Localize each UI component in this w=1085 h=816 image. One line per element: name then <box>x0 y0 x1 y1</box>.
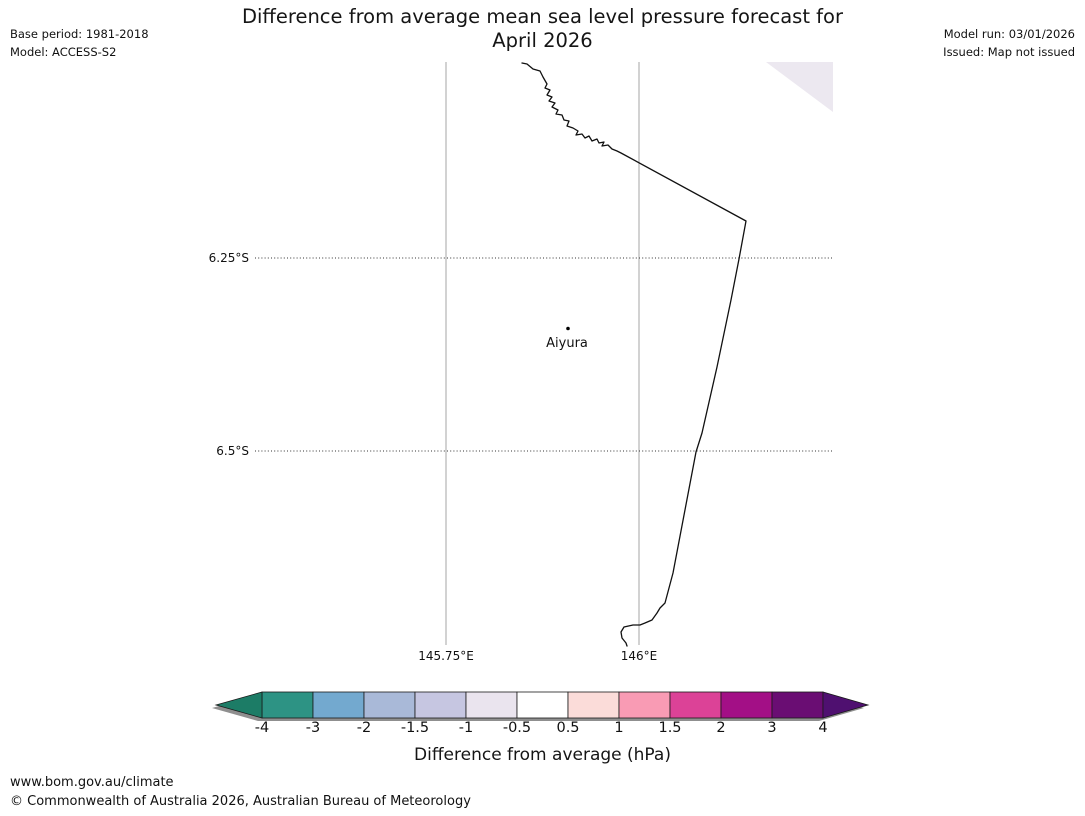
run-info-left: Base period: 1981-2018 Model: ACCESS-S2 <box>10 26 149 61</box>
colorbar-segment <box>669 691 722 719</box>
colorbar-segment <box>414 691 467 719</box>
page-title: Difference from average mean sea level p… <box>0 5 1085 53</box>
colorbar-segment <box>720 691 773 719</box>
latitude-label: 6.25°S <box>208 251 249 265</box>
colorbar-tick-label: 4 <box>818 720 828 736</box>
colorbar-tick-label: -2 <box>356 720 372 736</box>
colorbar-tick-label: 1 <box>614 720 624 736</box>
model-run-text: Model run: 03/01/2026 <box>943 27 1075 41</box>
run-info-right: Model run: 03/01/2026 Issued: Map not is… <box>943 26 1075 61</box>
colorbar-segment <box>618 691 671 719</box>
colorbar <box>212 691 870 721</box>
colorbar-tick-label: -3 <box>305 720 321 736</box>
colorbar-segment <box>465 691 518 719</box>
colorbar-tick-label: -0.5 <box>502 720 532 736</box>
base-period-text: Base period: 1981-2018 <box>10 27 149 41</box>
colorbar-segment <box>363 691 416 719</box>
colorbar-segment <box>312 691 365 719</box>
footer-url: www.bom.gov.au/climate <box>10 775 174 790</box>
map-gridlines <box>255 62 833 645</box>
coastline <box>521 62 747 647</box>
issued-text: Issued: Map not issued <box>943 44 1075 59</box>
station-label: Aiyura <box>546 336 588 351</box>
colorbar-tick-label: -1.5 <box>400 720 430 736</box>
colorbar-tick-label: 1.5 <box>658 720 682 736</box>
station-marker-dot <box>566 326 570 331</box>
longitude-label: 146°E <box>620 649 658 663</box>
colorbar-caption: Difference from average (hPa) <box>414 745 671 765</box>
colorbar-over-arrow <box>822 691 870 719</box>
shaded-anomaly-region <box>766 62 833 112</box>
colorbar-tick-label: 0.5 <box>556 720 580 736</box>
colorbar-segment <box>516 691 569 719</box>
colorbar-tick-label: 2 <box>716 720 726 736</box>
colorbar-segment <box>567 691 620 719</box>
model-text: Model: ACCESS-S2 <box>10 44 117 59</box>
colorbar-segment <box>261 691 314 719</box>
colorbar-tick-label: -1 <box>458 720 474 736</box>
title-line-1: Difference from average mean sea level p… <box>242 5 843 28</box>
footer-copyright: © Commonwealth of Australia 2026, Austra… <box>10 794 471 809</box>
longitude-label: 145.75°E <box>418 649 474 663</box>
colorbar-tick-label: -4 <box>254 720 270 736</box>
colorbar-tick-label: 3 <box>767 720 777 736</box>
latitude-label: 6.5°S <box>216 444 249 458</box>
title-line-2: April 2026 <box>492 29 593 52</box>
colorbar-under-arrow <box>214 691 263 719</box>
colorbar-segment <box>771 691 824 719</box>
